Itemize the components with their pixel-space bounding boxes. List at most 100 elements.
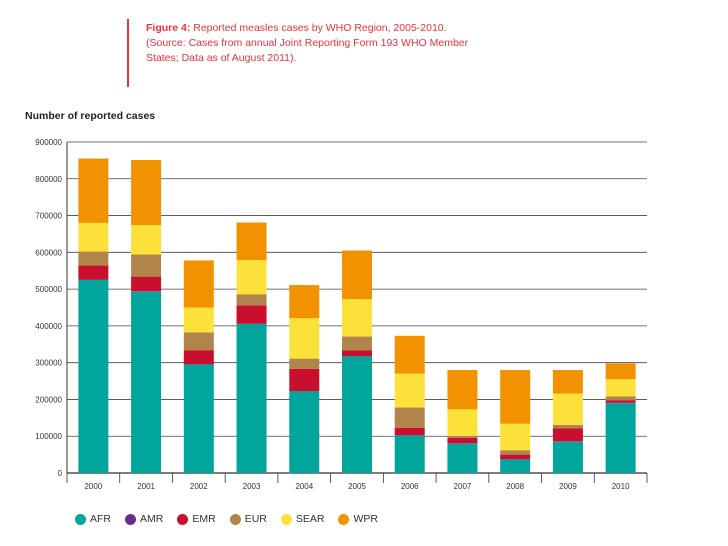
bar-eur-2003	[236, 294, 267, 306]
bar-emr-2001	[131, 276, 162, 292]
y-axis-title: Number of reported cases	[25, 110, 156, 122]
y-tick-label: 200000	[35, 395, 62, 404]
bar-eur-2006	[394, 407, 425, 428]
bar-wpr-2002	[183, 260, 214, 308]
y-tick-label: 400000	[35, 322, 62, 331]
legend-item-emr: EMR	[177, 513, 216, 525]
bar-emr-2006	[394, 427, 425, 436]
bar-sear-2004	[289, 318, 320, 359]
legend-label: AFR	[90, 513, 111, 525]
bar-eur-2000	[78, 251, 109, 266]
bar-afr-2007	[447, 443, 478, 473]
bar-sear-2007	[447, 409, 478, 436]
bar-eur-2007	[447, 435, 478, 438]
bar-emr-2010	[605, 400, 636, 403]
bar-wpr-2004	[289, 285, 320, 319]
y-tick-label: 600000	[35, 248, 62, 257]
legend-swatch	[280, 513, 292, 525]
bar-afr-2003	[236, 324, 267, 473]
bar-sear-2010	[605, 379, 636, 397]
y-tick-label: 100000	[35, 432, 62, 441]
x-tick-label: 2009	[559, 482, 577, 491]
bar-wpr-2000	[78, 158, 109, 223]
legend-item-afr: AFR	[75, 513, 111, 525]
y-tick-label: 300000	[35, 359, 62, 368]
bar-wpr-2001	[131, 160, 162, 226]
x-tick-label: 2002	[190, 482, 208, 491]
bar-afr-2005	[342, 356, 372, 473]
bar-sear-2000	[78, 222, 109, 252]
legend-swatch	[125, 513, 136, 525]
bar-emr-2003	[236, 305, 267, 324]
bar-wpr-2003	[236, 222, 267, 261]
bar-afr-2006	[394, 435, 425, 473]
x-tick-label: 2005	[348, 482, 366, 491]
legend-label: AMR	[140, 513, 164, 525]
bar-emr-2002	[183, 350, 214, 365]
bar-afr-2002	[183, 364, 214, 473]
figure-label: Figure 4:	[146, 22, 191, 34]
bar-wpr-2007	[447, 370, 478, 410]
y-tick-label: 0	[58, 469, 63, 478]
bar-sear-2005	[342, 299, 372, 337]
caption-accent-bar	[127, 19, 129, 87]
chart-legend: AFR AMR EMR EUR SEAR WPR	[75, 513, 378, 525]
figure-source-line2: States; Data as of August 2011).	[146, 52, 297, 64]
bar-afr-2000	[78, 279, 109, 473]
figure-title: Reported measles cases by WHO Region, 20…	[190, 22, 447, 34]
bar-eur-2010	[605, 396, 636, 401]
bar-sear-2002	[183, 307, 214, 333]
legend-item-eur: EUR	[229, 513, 267, 525]
bar-afr-2004	[289, 391, 320, 473]
bar-emr-2005	[342, 350, 372, 357]
bar-emr-2007	[447, 437, 478, 444]
bar-afr-2008	[500, 459, 531, 473]
bar-afr-2001	[131, 291, 162, 473]
bar-sear-2003	[236, 260, 267, 295]
x-tick-label: 2010	[612, 482, 630, 491]
bar-sear-2009	[552, 393, 583, 425]
bar-emr-2008	[500, 454, 531, 460]
legend-swatch	[229, 513, 241, 525]
legend-swatch	[75, 513, 86, 525]
bar-wpr-2008	[500, 370, 531, 424]
bar-eur-2004	[289, 358, 320, 369]
y-tick-label: 900000	[35, 138, 62, 147]
figure-source-line1: (Source: Cases from annual Joint Reporti…	[146, 37, 469, 49]
bar-eur-2001	[131, 254, 162, 277]
bar-emr-2009	[552, 428, 583, 442]
bar-afr-2010	[605, 403, 636, 473]
bar-wpr-2005	[342, 250, 372, 300]
legend-label: WPR	[353, 513, 378, 525]
x-tick-label: 2004	[295, 482, 313, 491]
legend-item-wpr: WPR	[338, 513, 378, 525]
x-tick-label: 2003	[243, 482, 261, 491]
legend-label: EUR	[244, 513, 267, 525]
y-tick-label: 500000	[35, 285, 62, 294]
bar-sear-2001	[131, 225, 162, 255]
bar-wpr-2010	[605, 363, 636, 380]
figure-caption: Figure 4: Reported measles cases by WHO …	[146, 21, 586, 66]
bar-afr-2009	[552, 441, 583, 473]
legend-label: EMR	[192, 513, 216, 525]
legend-swatch	[338, 513, 350, 525]
x-tick-label: 2000	[84, 482, 102, 491]
legend-label: SEAR	[295, 513, 325, 525]
bar-emr-2000	[78, 265, 109, 280]
bar-sear-2008	[500, 423, 531, 451]
x-tick-label: 2007	[454, 482, 472, 491]
x-tick-label: 2008	[506, 482, 524, 491]
bar-wpr-2009	[552, 370, 583, 394]
bar-eur-2002	[183, 332, 214, 351]
bar-wpr-2006	[394, 335, 425, 374]
legend-item-sear: SEAR	[280, 513, 325, 525]
x-tick-label: 2006	[401, 482, 419, 491]
bar-eur-2005	[342, 336, 372, 351]
bar-eur-2009	[552, 424, 583, 429]
y-tick-label: 800000	[35, 175, 62, 184]
legend-swatch	[177, 513, 189, 525]
bar-emr-2004	[289, 368, 320, 391]
legend-item-amr: AMR	[125, 513, 163, 525]
y-tick-label: 700000	[35, 212, 62, 221]
